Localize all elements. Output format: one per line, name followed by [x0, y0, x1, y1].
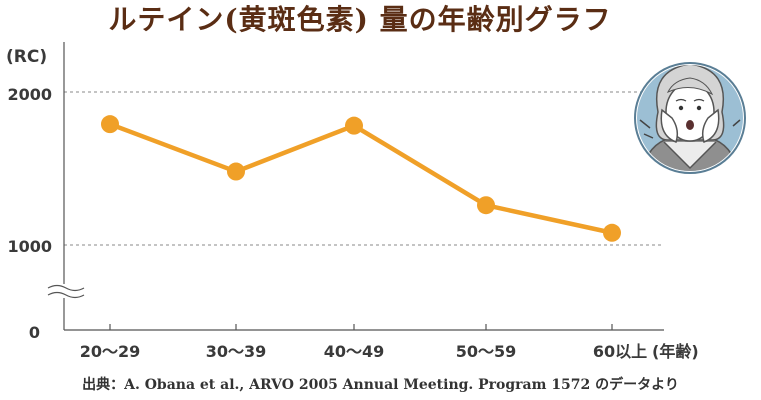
axes	[47, 42, 664, 331]
y-tick-label-0: 0	[29, 323, 40, 342]
data-point-4	[603, 223, 621, 242]
data-series	[101, 115, 621, 242]
data-point-3	[477, 196, 495, 215]
y-tick-label-2000: 2000	[7, 85, 52, 104]
axis-break-wave-top	[47, 284, 85, 292]
x-tick-label-0: 20〜29	[80, 342, 141, 361]
y-tick-label-1000: 1000	[7, 237, 52, 256]
data-point-1	[227, 162, 245, 181]
axis-break-wave-bottom	[47, 291, 85, 299]
worried-woman-portrait-icon	[634, 62, 746, 174]
axis-break-gap	[48, 284, 84, 298]
axis-break-icon	[47, 284, 85, 299]
x-tick-label-2: 40〜49	[324, 342, 385, 361]
series-line	[109, 122, 613, 235]
x-tick-label-4: 60以上	[593, 342, 647, 361]
source-citation: 出典：A. Obana et al., ARVO 2005 Annual Mee…	[82, 377, 679, 393]
y-axis-unit-label: (RC)	[6, 47, 47, 67]
data-point-0	[101, 115, 119, 134]
chart-title: ルテイン(黄斑色素) 量の年齢別グラフ	[108, 3, 612, 36]
data-point-2	[345, 116, 363, 135]
x-tick-label-1: 30〜39	[206, 342, 267, 361]
x-tick-label-3: 50〜59	[456, 342, 517, 361]
grid-lines	[64, 91, 664, 246]
x-axis-unit-label: (年齢)	[652, 342, 699, 361]
tick-labels: 20〜29 30〜39 40〜49 50〜59 60以上	[80, 342, 647, 361]
